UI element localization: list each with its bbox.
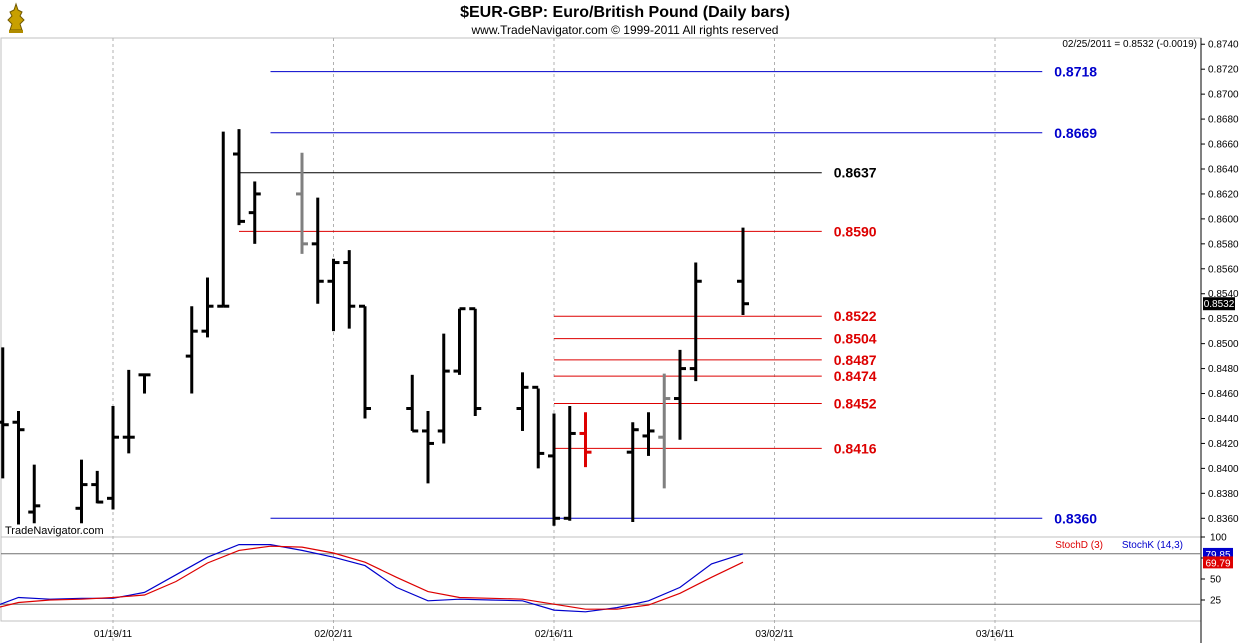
ohlc-bar: [626, 422, 639, 523]
ohlc-bar: [28, 464, 41, 524]
ohlc-bar: [201, 277, 214, 338]
price-tick-label: 0.8540: [1208, 289, 1239, 300]
ohlc-bar: [658, 373, 671, 489]
ohlc-bar: [642, 412, 655, 456]
price-tick-label: 0.8460: [1208, 389, 1239, 400]
price-tick-label: 0.8700: [1208, 90, 1239, 101]
ohlc-bar: [185, 306, 198, 394]
chart-subtitle: www.TradeNavigator.com © 1999-2011 All r…: [471, 23, 779, 37]
ohlc-bar: [75, 459, 88, 524]
ohlc-bar: [296, 152, 308, 254]
ohlc-bar: [437, 333, 450, 444]
ohlc-bar: [311, 197, 324, 304]
level-label: 0.8669: [1054, 125, 1097, 141]
stoch-tick-label: 100: [1210, 533, 1227, 544]
vertical-gridlines: [112, 38, 996, 643]
date-tick-label: 03/02/11: [755, 629, 794, 640]
price-panel-frame: [0, 37, 1202, 538]
price-axis: 0.8740 0.8720 0.8700 0.8680 0.8660 0.8640 0.86…: [1201, 40, 1239, 525]
price-tick-label: 0.8720: [1208, 65, 1239, 76]
level-label: 0.8474: [834, 368, 877, 384]
price-tick-label: 0.8440: [1208, 414, 1239, 425]
last-price-tag-text: 0.8532: [1204, 299, 1235, 310]
stoch-d-value-text: 69.79: [1205, 558, 1230, 569]
ohlc-bar: [548, 413, 560, 526]
level-label: 0.8360: [1054, 510, 1097, 526]
stoch-series-line: [0, 545, 744, 610]
ohlc-bar: [422, 411, 434, 484]
level-label: 0.8522: [834, 308, 877, 324]
level-label: 0.8637: [834, 165, 877, 181]
level-label: 0.8416: [834, 440, 877, 456]
level-label: 0.8452: [834, 396, 877, 412]
level-label: 0.8590: [834, 223, 877, 239]
price-tick-label: 0.8400: [1208, 464, 1239, 475]
price-tick-label: 0.8380: [1208, 489, 1239, 500]
ohlc-bar: [91, 470, 104, 504]
stoch-k-value-text: 79.85: [1205, 550, 1230, 561]
ohlc-bar: [453, 307, 466, 375]
ohlc-bar: [532, 385, 545, 469]
date-axis: 01/19/11 02/02/11 02/16/11 03/02/11 03/16/11: [94, 629, 1015, 640]
ohlc-bar: [737, 227, 749, 315]
ohlc-bar: [516, 372, 529, 431]
price-tick-label: 0.8660: [1208, 140, 1239, 151]
level-label: 0.8504: [834, 331, 877, 347]
ohlc-bar: [122, 369, 135, 454]
price-tick-label: 0.8620: [1208, 189, 1239, 200]
chart-title: $EUR-GBP: Euro/British Pound (Daily bars…: [460, 4, 790, 21]
stoch-d-label: StochD (3): [1055, 540, 1103, 551]
stoch-k-label: StochK (14,3): [1122, 540, 1183, 551]
ohlc-bar: [0, 347, 9, 479]
logo-icon: [4, 2, 28, 36]
ohlc-bar: [674, 349, 686, 440]
watermark: TradeNavigator.com: [5, 525, 104, 537]
ohlc-bar: [579, 412, 592, 468]
price-bars: [0, 129, 749, 526]
price-tick-label: 0.8740: [1208, 40, 1239, 51]
ohlc-bar: [406, 374, 419, 433]
ohlc-bar: [359, 304, 371, 419]
ohlc-bar: [233, 129, 245, 226]
ohlc-bar: [327, 258, 340, 332]
price-tick-label: 0.8600: [1208, 214, 1239, 225]
ohlc-bar: [138, 373, 151, 394]
ohlc-bar: [689, 262, 702, 382]
date-tick-label: 03/16/11: [976, 629, 1015, 640]
last-bar-info: 02/25/2011 = 0.8532 (-0.0019): [1062, 39, 1197, 50]
stoch-d-value-tag: [1203, 556, 1233, 569]
ohlc-bar: [469, 307, 482, 416]
date-tick-label: 01/19/11: [94, 629, 133, 640]
ohlc-bar: [343, 250, 356, 329]
price-tick-label: 0.8420: [1208, 439, 1239, 450]
price-tick-label: 0.8560: [1208, 264, 1239, 275]
level-label: 0.8718: [1054, 64, 1097, 80]
level-lines: 0.8718 0.8669 0.8637 0.8590 0.8522 0.8504 0.84…: [239, 64, 1097, 526]
date-tick-label: 02/16/11: [535, 629, 574, 640]
price-tick-label: 0.8520: [1208, 314, 1239, 325]
stoch-tick-label: 50: [1210, 575, 1222, 586]
ohlc-bar: [107, 406, 119, 510]
last-price-tag: 0.8532: [1203, 297, 1235, 311]
ohlc-bar: [248, 181, 261, 244]
price-tick-label: 0.8360: [1208, 514, 1239, 525]
price-tick-label: 0.8680: [1208, 115, 1239, 126]
price-tick-label: 0.8580: [1208, 239, 1239, 250]
level-label: 0.8487: [834, 352, 877, 368]
price-tick-label: 0.8480: [1208, 364, 1239, 375]
price-tick-label: 0.8640: [1208, 164, 1239, 175]
date-tick-label: 02/02/11: [314, 629, 353, 640]
ohlc-bar: [12, 411, 25, 525]
ohlc-bar: [563, 406, 576, 521]
stoch-tick-label: 25: [1210, 596, 1222, 607]
stoch-series-line: [0, 543, 744, 613]
ohlc-bar: [217, 131, 230, 308]
price-tick-label: 0.8500: [1208, 339, 1239, 350]
